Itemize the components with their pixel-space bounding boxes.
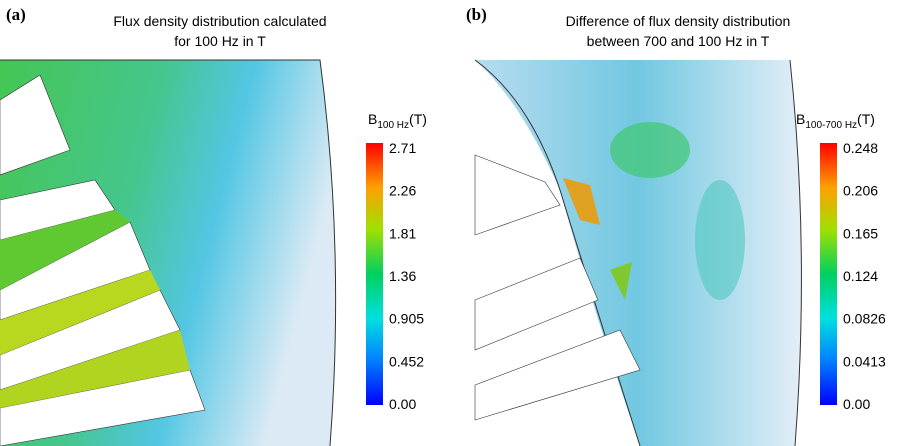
subscript: 100-700 Hz xyxy=(805,120,857,131)
colorbar-tick-label: 2.71 xyxy=(389,140,416,156)
panel-title: between 700 and 100 Hz in T xyxy=(587,33,770,49)
panel-title: for 100 Hz in T xyxy=(174,33,266,49)
panel-label: (b) xyxy=(466,5,487,24)
panel-title: Difference of flux density distribution xyxy=(566,13,791,29)
colorbar-tick-label: 0.165 xyxy=(843,225,878,241)
colorbar-tick-label: 0.00 xyxy=(843,396,870,412)
colorbar-tick-label: 0.0413 xyxy=(843,353,886,369)
colorbar-tick-label: 0.905 xyxy=(389,311,424,327)
subscript: 100 Hz xyxy=(377,120,409,131)
panel-title: Flux density distribution calculated xyxy=(113,13,326,29)
colorbar-tick-label: 0.248 xyxy=(843,140,878,156)
symbol: B xyxy=(796,111,805,127)
colorbar-tick-label: 0.206 xyxy=(843,183,878,199)
colorbar-tick-label: 1.81 xyxy=(389,225,416,241)
colorbar-tick-label: 0.124 xyxy=(843,268,878,284)
panel-label: (a) xyxy=(6,5,26,24)
colorbar-tick-label: 1.36 xyxy=(389,268,416,284)
colorbar-tick-label: 0.452 xyxy=(389,353,424,369)
colorbar-title: B100 Hz(T) xyxy=(368,111,427,131)
field-plot-b xyxy=(474,59,802,446)
colorbar-tick-label: 0.0826 xyxy=(843,311,886,327)
unit: (T) xyxy=(409,111,427,127)
symbol: B xyxy=(368,111,377,127)
colorbar-ticks: 0.248 0.206 0.165 0.124 0.0826 0.0413 0.00 xyxy=(843,140,886,412)
colorbar-ticks: 2.71 2.26 1.81 1.36 0.905 0.452 0.00 xyxy=(389,140,424,412)
unit: (T) xyxy=(857,111,875,127)
colorbar xyxy=(820,143,837,405)
field-plot-a xyxy=(0,59,337,446)
colorbar-tick-label: 0.00 xyxy=(389,396,416,412)
colorbar-title: B100-700 Hz(T) xyxy=(796,111,875,131)
colorbar-tick-label: 2.26 xyxy=(389,183,416,199)
colorbar xyxy=(366,143,383,405)
